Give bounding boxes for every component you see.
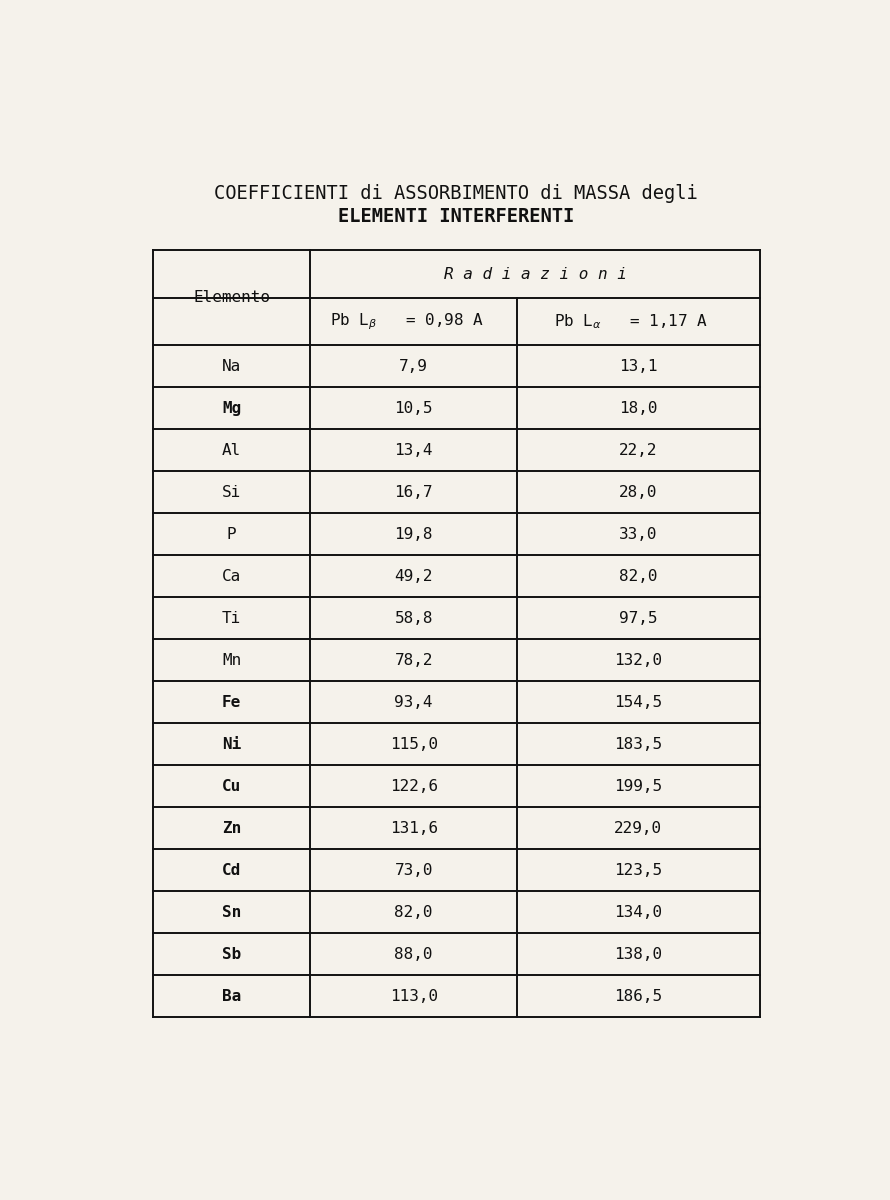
Text: 115,0: 115,0 <box>390 737 438 751</box>
Text: ELEMENTI INTERFERENTI: ELEMENTI INTERFERENTI <box>338 206 574 226</box>
Text: Pb L$_\alpha$   = 1,17 A: Pb L$_\alpha$ = 1,17 A <box>554 312 708 331</box>
Text: 33,0: 33,0 <box>619 527 658 542</box>
Text: 16,7: 16,7 <box>394 485 433 500</box>
Text: 186,5: 186,5 <box>614 989 662 1003</box>
Text: 93,4: 93,4 <box>394 695 433 709</box>
Text: 132,0: 132,0 <box>614 653 662 667</box>
Text: 13,1: 13,1 <box>619 359 658 374</box>
Text: Sb: Sb <box>222 947 241 961</box>
Text: Al: Al <box>222 443 241 458</box>
Text: Mg: Mg <box>222 401 241 416</box>
Text: 88,0: 88,0 <box>394 947 433 961</box>
Text: 18,0: 18,0 <box>619 401 658 416</box>
Text: 154,5: 154,5 <box>614 695 662 709</box>
Text: Fe: Fe <box>222 695 241 709</box>
Text: Si: Si <box>222 485 241 500</box>
Text: 82,0: 82,0 <box>394 905 433 919</box>
Text: 122,6: 122,6 <box>390 779 438 793</box>
Text: 134,0: 134,0 <box>614 905 662 919</box>
Text: 229,0: 229,0 <box>614 821 662 835</box>
Text: Pb L$_\beta$   = 0,98 A: Pb L$_\beta$ = 0,98 A <box>330 311 484 332</box>
Text: COEFFICIENTI di ASSORBIMENTO di MASSA degli: COEFFICIENTI di ASSORBIMENTO di MASSA de… <box>214 184 698 203</box>
Text: Cu: Cu <box>222 779 241 793</box>
Text: Na: Na <box>222 359 241 374</box>
Text: 10,5: 10,5 <box>394 401 433 416</box>
Text: 78,2: 78,2 <box>394 653 433 667</box>
Text: Sn: Sn <box>222 905 241 919</box>
Text: 7,9: 7,9 <box>400 359 428 374</box>
Text: 49,2: 49,2 <box>394 569 433 583</box>
Text: Ni: Ni <box>222 737 241 751</box>
Text: Ca: Ca <box>222 569 241 583</box>
Text: 73,0: 73,0 <box>394 863 433 877</box>
Text: 82,0: 82,0 <box>619 569 658 583</box>
Text: 183,5: 183,5 <box>614 737 662 751</box>
Text: Mn: Mn <box>222 653 241 667</box>
Text: 123,5: 123,5 <box>614 863 662 877</box>
Text: 113,0: 113,0 <box>390 989 438 1003</box>
Text: 199,5: 199,5 <box>614 779 662 793</box>
Text: 58,8: 58,8 <box>394 611 433 625</box>
Text: 13,4: 13,4 <box>394 443 433 458</box>
Text: Cd: Cd <box>222 863 241 877</box>
Text: 97,5: 97,5 <box>619 611 658 625</box>
Text: Elemento: Elemento <box>193 290 270 305</box>
Text: 131,6: 131,6 <box>390 821 438 835</box>
Text: 22,2: 22,2 <box>619 443 658 458</box>
Text: P: P <box>227 527 237 542</box>
Text: Zn: Zn <box>222 821 241 835</box>
Text: R a d i a z i o n i: R a d i a z i o n i <box>443 266 627 282</box>
Text: 19,8: 19,8 <box>394 527 433 542</box>
Text: Ti: Ti <box>222 611 241 625</box>
Text: 138,0: 138,0 <box>614 947 662 961</box>
Text: Ba: Ba <box>222 989 241 1003</box>
Text: 28,0: 28,0 <box>619 485 658 500</box>
